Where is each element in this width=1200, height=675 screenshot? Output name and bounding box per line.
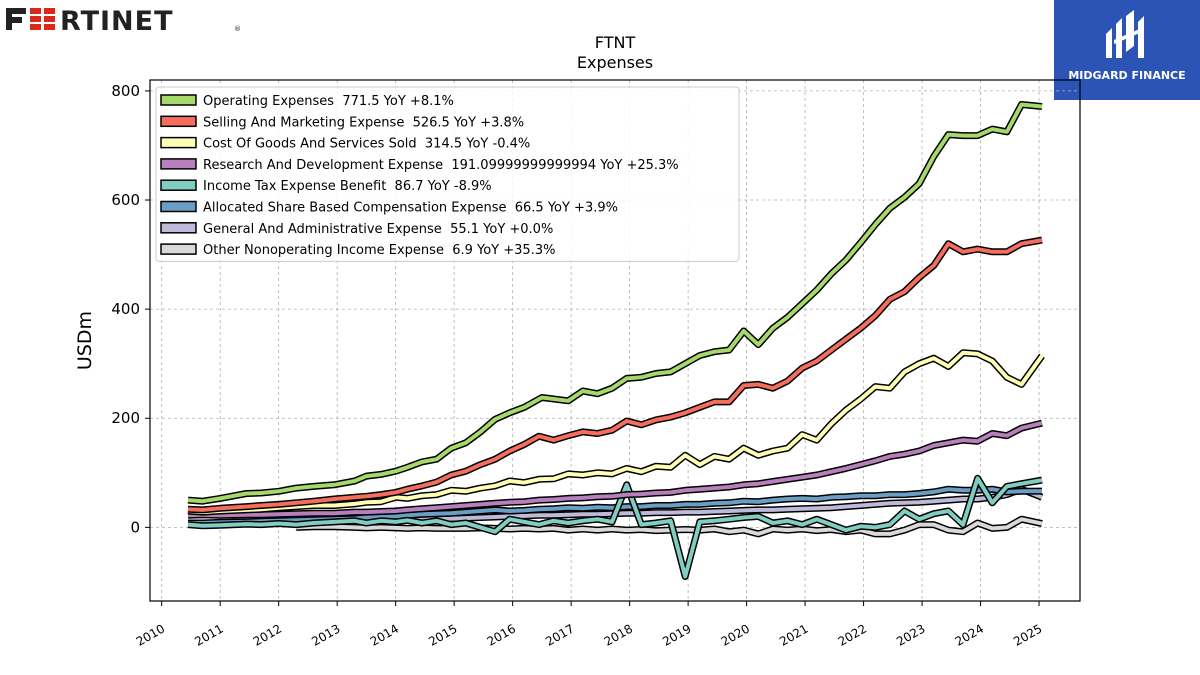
series-line xyxy=(187,421,1043,518)
series-2 xyxy=(187,349,1045,516)
x-tick-label: 2021 xyxy=(777,621,810,648)
midgard-finance-badge: MIDGARD FINANCE xyxy=(1054,0,1200,100)
legend-label: General And Administrative Expense 55.1 … xyxy=(203,222,553,237)
x-tick-label: 2012 xyxy=(251,621,284,648)
series-line xyxy=(187,476,1043,579)
x-tick-label: 2015 xyxy=(426,621,459,648)
x-tick-label: 2019 xyxy=(660,621,693,648)
legend-swatch xyxy=(160,115,197,128)
legend-label: Cost Of Goods And Services Sold 314.5 Yo… xyxy=(203,137,530,152)
y-tick-label: 600 xyxy=(111,191,140,209)
chart-title: FTNT xyxy=(594,33,636,52)
legend-label: Income Tax Expense Benefit 86.7 YoY -8.9… xyxy=(203,179,492,194)
series-line xyxy=(187,350,1044,515)
x-tick-label: 2023 xyxy=(894,621,927,648)
legend-label: Operating Expenses 771.5 YoY +8.1% xyxy=(203,94,454,109)
legend-label: Other Nonoperating Income Expense 6.9 Yo… xyxy=(203,243,555,258)
x-tick-label: 2010 xyxy=(134,621,167,648)
legend-label: Allocated Share Based Compensation Expen… xyxy=(203,201,618,216)
legend: Operating Expenses 771.5 YoY +8.1% Sellin… xyxy=(155,86,740,262)
legend-swatch xyxy=(160,94,197,106)
svg-text:®: ® xyxy=(234,25,241,33)
x-tick-label: 2018 xyxy=(602,621,635,648)
x-tick-label: 2020 xyxy=(719,621,752,648)
legend-label: Selling And Marketing Expense 526.5 YoY … xyxy=(203,115,524,130)
series-4 xyxy=(187,474,1043,580)
y-axis-label: USDm xyxy=(74,311,96,370)
y-tick-label: 0 xyxy=(130,518,140,536)
series-lines xyxy=(187,101,1045,580)
fortinet-logo: RTINET ® xyxy=(6,6,241,36)
x-tick-label: 2016 xyxy=(485,621,518,648)
x-tick-label: 2017 xyxy=(543,621,576,648)
legend-swatch xyxy=(160,243,197,255)
series-line xyxy=(187,238,1043,512)
y-tick-label: 400 xyxy=(111,300,140,318)
legend-swatch xyxy=(160,200,197,213)
x-tick-label: 2022 xyxy=(836,621,869,648)
x-tick-label: 2011 xyxy=(192,621,225,648)
legend-box xyxy=(155,86,740,262)
y-tick-label: 800 xyxy=(111,82,140,100)
badge-text: MIDGARD FINANCE xyxy=(1068,69,1186,82)
midgard-logo-icon xyxy=(1106,10,1144,58)
series-0 xyxy=(187,101,1043,505)
x-tick-label: 2013 xyxy=(309,621,342,648)
x-tick-label: 2025 xyxy=(1011,621,1044,648)
plot-frame xyxy=(149,79,1081,602)
legend-swatch xyxy=(160,222,197,234)
series-line xyxy=(187,102,1043,504)
legend-label: Research And Development Expense 191.099… xyxy=(203,158,679,173)
y-tick-label: 200 xyxy=(111,409,140,427)
svg-text:RTINET: RTINET xyxy=(60,6,174,36)
x-tick-label: 2014 xyxy=(368,621,401,648)
legend-swatch xyxy=(160,136,197,149)
legend-swatch xyxy=(160,158,197,170)
series-1 xyxy=(187,236,1043,514)
series-3 xyxy=(187,419,1043,519)
chart-subtitle: Expenses xyxy=(576,53,654,72)
x-tick-label: 2024 xyxy=(953,621,986,648)
legend-swatch xyxy=(160,179,197,191)
